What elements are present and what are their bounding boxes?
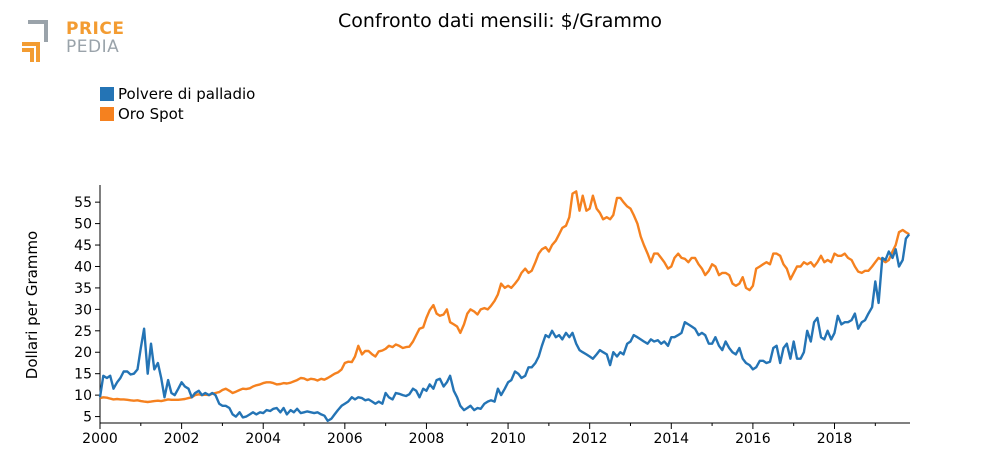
x-tick-label: 2004 [245,431,281,447]
x-tick-label: 2008 [409,431,445,447]
legend-item-oro[interactable]: Oro Spot [100,104,255,124]
y-tick-label: 55 [74,195,92,211]
series-line-palladio [98,233,911,423]
legend-swatch-oro [100,107,114,121]
y-tick-label: 35 [74,281,92,297]
y-tick-label: 20 [74,345,92,361]
x-tick-label: 2016 [735,431,771,447]
y-tick-label: 40 [74,259,92,275]
x-tick-label: 2010 [490,431,526,447]
logo-text-price: PRICE [66,19,125,39]
logo-text-pedia: PEDIA [66,37,120,57]
legend-item-palladio[interactable]: Polvere di palladio [100,84,255,104]
legend-label-palladio: Polvere di palladio [118,85,256,103]
y-tick-label: 5 [83,410,92,426]
pricepedia-logo: PRICE PEDIA [18,18,128,70]
axes: 5 10 15 20 25 30 35 40 45 50 55 2000 2002 2004 2006 200… [74,185,910,447]
x-tick-label: 2006 [327,431,363,447]
y-axis-label: Dollari per Grammo [23,231,41,379]
y-tick-label: 45 [74,238,92,254]
logo-mark-icon [22,20,48,62]
x-tick-label: 2014 [653,431,689,447]
y-tick-label: 30 [74,302,92,318]
y-tick-label: 50 [74,217,92,233]
chart-title: Confronto dati mensili: $/Grammo [338,10,662,32]
y-tick-label: 25 [74,324,92,340]
series-line-oro [99,190,910,404]
series-lines [98,190,911,423]
x-tick-label: 2000 [82,431,118,447]
x-tick-label: 2002 [164,431,200,447]
x-tick-label: 2012 [572,431,608,447]
legend-label-oro: Oro Spot [118,105,184,123]
x-tick-label: 2018 [817,431,853,447]
legend-swatch-palladio [100,87,114,101]
y-tick-label: 15 [74,367,92,383]
y-tick-label: 10 [74,388,92,404]
legend: Polvere di palladio Oro Spot [100,84,255,124]
